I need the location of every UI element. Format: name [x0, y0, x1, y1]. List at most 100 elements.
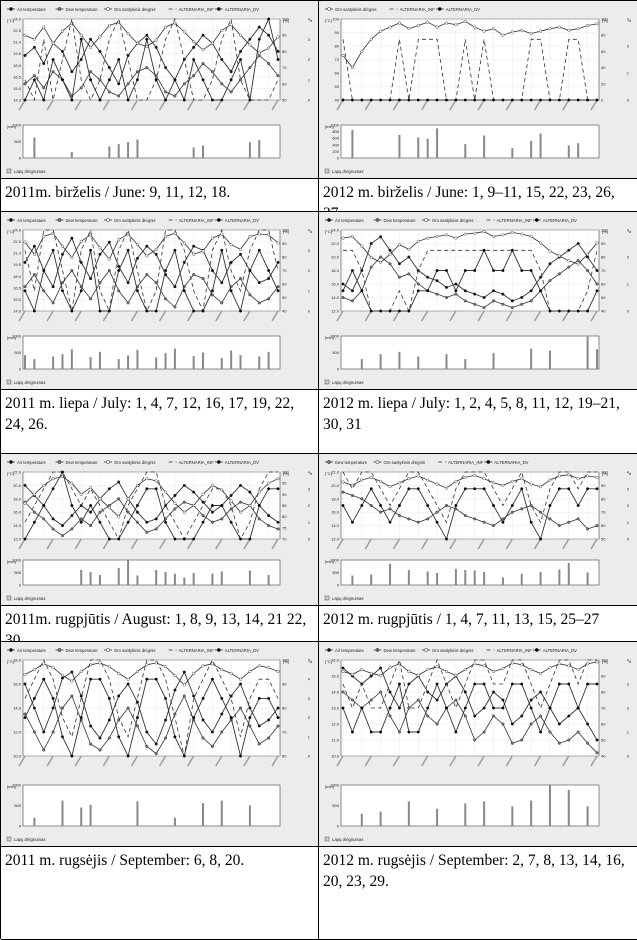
- leaf-wetness-bar: [248, 142, 251, 158]
- y3-tick-label: 3: [627, 682, 630, 687]
- data-point-humidity: [576, 262, 580, 266]
- leaf-wetness-bar: [164, 353, 167, 369]
- x-tick-date-mark: [392, 310, 401, 322]
- y2-tick-label: 80: [282, 255, 287, 260]
- data-point-alt_dv: [257, 37, 261, 41]
- data-point-alt_dv: [173, 78, 177, 82]
- legend-marker-alt_dv: [437, 7, 442, 11]
- y-tick-label: 16.0: [331, 510, 340, 515]
- legend-label-humidity: Oro santykinis drėgnis: [432, 648, 473, 653]
- leaf-wetness-bar: [117, 359, 120, 369]
- data-point-humidity: [369, 475, 373, 479]
- leaf-y-tick-label: 1000: [330, 334, 340, 339]
- leaf-wetness-bar: [89, 572, 92, 585]
- data-point-air_temp: [154, 742, 158, 746]
- x-tick-date-mark: [421, 538, 429, 550]
- y-tick-label: 80: [335, 44, 340, 49]
- leaf-wetness-bar: [220, 800, 223, 826]
- data-point-air_temp: [89, 510, 93, 514]
- leaf-wetness-bar: [445, 354, 448, 369]
- leaf-wetness-bar: [586, 806, 589, 826]
- y2-tick-label: 50: [601, 537, 606, 542]
- caption-2012-september: 2012 m. rugsėjis / September: 2, 7, 8, 1…: [323, 852, 625, 890]
- data-point-humidity: [435, 234, 439, 238]
- leaf-wetness-bar: [407, 570, 410, 585]
- x-tick-date-mark: [18, 538, 26, 550]
- data-point-air_temp: [220, 281, 224, 285]
- data-point-humidity: [350, 483, 354, 487]
- x-tick-date-mark: [158, 99, 167, 111]
- data-point-humidity: [192, 40, 196, 44]
- data-point-air_temp: [557, 722, 561, 726]
- y2-tick-label: 90: [601, 483, 606, 488]
- legend-label-humidity: Oro santykinis drėgnis: [114, 7, 155, 12]
- data-point-humidity: [23, 672, 27, 676]
- y2-tick-label: 100: [282, 228, 289, 233]
- data-point-humidity: [444, 233, 448, 237]
- data-point-alt_dv: [135, 289, 139, 293]
- data-point-alt_dv: [586, 309, 590, 313]
- data-point-air_temp: [117, 264, 121, 268]
- x-tick-date-mark: [421, 99, 429, 111]
- data-point-air_temp: [220, 58, 224, 62]
- y-tick-label: 14.0: [331, 523, 340, 528]
- data-point-air_temp: [201, 718, 205, 722]
- data-point-air_temp: [32, 244, 36, 248]
- legend-marker-humidity: [106, 218, 110, 222]
- data-point-humidity: [492, 27, 496, 31]
- leaf-wetness-bar: [530, 800, 533, 826]
- data-point-humidity: [229, 671, 233, 675]
- y3-tick-label: 0: [627, 98, 630, 103]
- leaf-wetness-bar: [89, 804, 92, 826]
- data-point-alt_dv: [388, 98, 392, 102]
- x-tick-date-mark: [102, 310, 110, 322]
- data-point-dew_point: [492, 299, 496, 303]
- y-tick-label: 18.0: [13, 658, 22, 663]
- y3-tick-label: 0: [308, 309, 311, 314]
- data-point-humidity: [276, 241, 280, 245]
- data-point-alt_dv: [257, 504, 261, 508]
- data-point-air_temp: [145, 730, 149, 734]
- data-point-alt_dv: [164, 269, 168, 273]
- data-point-alt_dv: [126, 98, 130, 102]
- data-point-humidity: [257, 664, 261, 668]
- legend-label-dew_point: Dew temperature: [66, 7, 99, 12]
- data-point-air_temp: [510, 722, 514, 726]
- data-point-dew_point: [576, 517, 580, 521]
- data-point-dew_point: [416, 282, 420, 286]
- y3-tick-label: 2: [308, 503, 311, 508]
- y3-tick-label: 2: [627, 503, 630, 508]
- chart-cell-2012-june: Oro santykinis drėgnis ALTERNARIA_INF ALTE…: [319, 1, 637, 179]
- data-point-alt_dv: [407, 730, 411, 734]
- data-point-alt_dv: [182, 98, 186, 102]
- legend-marker-humidity: [424, 648, 428, 652]
- data-point-humidity: [463, 232, 467, 236]
- legend-marker-alt_dv: [534, 218, 539, 222]
- leaf-y-tick-label: 400: [332, 142, 339, 147]
- series-line-humidity: [342, 474, 598, 489]
- data-point-dew_point: [567, 520, 571, 524]
- x-tick-date-mark: [187, 99, 195, 111]
- x-tick-date-mark: [533, 310, 542, 322]
- data-point-humidity: [341, 53, 345, 57]
- leaf-wetness-bar: [360, 359, 363, 369]
- data-point-humidity: [145, 254, 149, 258]
- unit-temperature: [°C]: [7, 229, 14, 234]
- leaf-legend-label: Lapų drėgnumas: [332, 837, 363, 842]
- data-point-alt_dv: [520, 682, 524, 686]
- leaf-wetness-bar: [483, 572, 486, 585]
- x-tick-date-mark: [392, 99, 401, 111]
- data-point-alt_dv: [444, 706, 448, 710]
- leaf-y-tick-label: 200: [332, 149, 339, 154]
- data-point-alt_dv: [529, 98, 533, 102]
- y2-tick-label: 70: [282, 537, 287, 542]
- x-tick-date-mark: [187, 538, 195, 550]
- data-point-dew_point: [51, 70, 55, 74]
- y-tick-label: 60: [335, 71, 340, 76]
- x-tick-date-mark: [477, 310, 485, 322]
- leaf-wetness-bar: [211, 573, 214, 585]
- data-point-air_temp: [89, 724, 93, 728]
- y-tick-label: 18.0: [13, 496, 22, 501]
- data-point-alt_dv: [192, 309, 196, 313]
- unit-minutes: [min]: [7, 124, 16, 129]
